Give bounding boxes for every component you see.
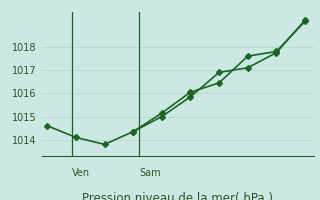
Text: Sam: Sam [139, 168, 161, 178]
Text: Pression niveau de la mer( hPa ): Pression niveau de la mer( hPa ) [82, 192, 273, 200]
Text: Ven: Ven [72, 168, 90, 178]
